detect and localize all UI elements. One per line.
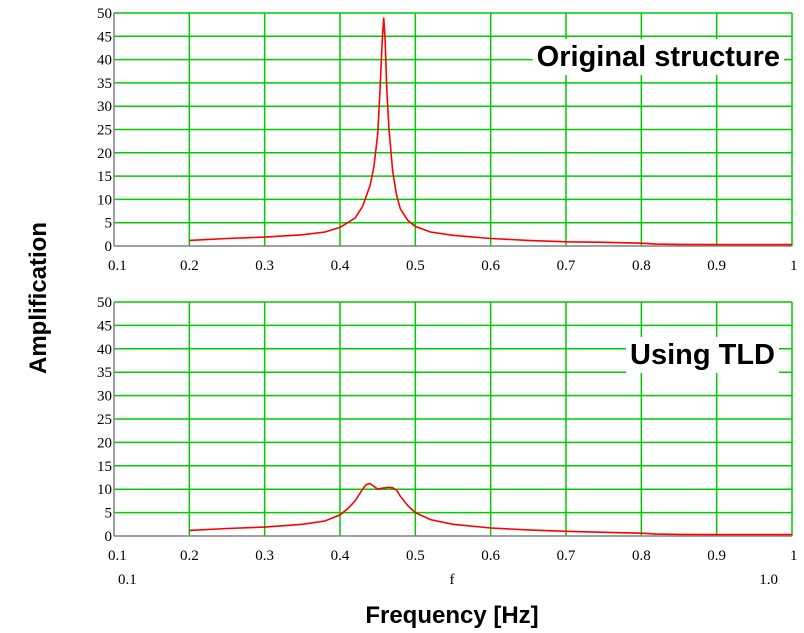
y-tick-label: 25 bbox=[97, 412, 112, 428]
data-line bbox=[189, 17, 792, 246]
x-tick-label: 0.8 bbox=[632, 548, 651, 564]
chart-panel-tld: 0 5 10 15 20 25 30 35 40 45 50 0.1 0.2 0.3 0.4 0.5 0.6 0.… bbox=[97, 295, 798, 564]
x-range-right-label: 1.0 bbox=[759, 572, 778, 588]
y-tick-label: 20 bbox=[97, 146, 112, 162]
x-tick-label: 0.1 bbox=[108, 258, 127, 274]
y-tick-label: 5 bbox=[105, 506, 113, 522]
y-axis-label: Amplification bbox=[25, 222, 52, 374]
y-tick-label: 5 bbox=[105, 216, 113, 232]
panel-label: Original structure bbox=[537, 41, 780, 73]
y-tick-label: 15 bbox=[97, 169, 112, 185]
y-tick-label: 45 bbox=[97, 29, 112, 45]
y-tick-label: 20 bbox=[97, 435, 112, 451]
x-tick-label: 0.3 bbox=[255, 258, 274, 274]
data-line bbox=[189, 482, 792, 536]
x-tick-label: 0.6 bbox=[481, 258, 500, 274]
y-tick-label: 30 bbox=[97, 99, 112, 115]
x-tick-label: 0.4 bbox=[331, 258, 350, 274]
chart-panel-original: 0 5 10 15 20 25 30 35 40 45 50 0.1 0.2 0.3 0.4 0.5 0.6 0.… bbox=[97, 6, 798, 274]
y-tick-label: 40 bbox=[97, 342, 112, 358]
y-tick-label: 10 bbox=[97, 482, 112, 498]
y-tick-label: 50 bbox=[97, 295, 112, 311]
x-tick-label: 0.8 bbox=[632, 258, 651, 274]
y-tick-label: 30 bbox=[97, 389, 112, 405]
y-tick-label: 0 bbox=[105, 529, 113, 545]
y-tick-label: 10 bbox=[97, 192, 112, 208]
x-axis-label: Frequency [Hz] bbox=[365, 602, 538, 629]
y-tick-label: 40 bbox=[97, 53, 112, 69]
x-range-left-label: 0.1 bbox=[118, 572, 137, 588]
panel-label: Using TLD bbox=[630, 339, 775, 371]
y-tick-label: 35 bbox=[97, 76, 112, 92]
x-tick-label: 0.9 bbox=[707, 548, 726, 564]
y-tick-label: 15 bbox=[97, 459, 112, 475]
x-tick-label: 0.1 bbox=[108, 548, 127, 564]
x-tick-label: 0.4 bbox=[331, 548, 350, 564]
y-tick-label: 35 bbox=[97, 365, 112, 381]
x-tick-label: 0.9 bbox=[707, 258, 726, 274]
x-variable-label: f bbox=[450, 572, 455, 588]
x-tick-label: 0.6 bbox=[481, 548, 500, 564]
x-tick-label: 0.5 bbox=[406, 548, 425, 564]
x-tick-label: 0.2 bbox=[180, 258, 199, 274]
x-tick-label: 1 bbox=[790, 258, 798, 274]
y-tick-label: 25 bbox=[97, 123, 112, 139]
x-tick-label: 0.7 bbox=[557, 258, 576, 274]
panel-label-bg bbox=[532, 39, 784, 75]
y-tick-label: 50 bbox=[97, 6, 112, 22]
x-tick-label: 0.3 bbox=[255, 548, 274, 564]
y-tick-label: 0 bbox=[105, 239, 113, 255]
y-tick-label: 45 bbox=[97, 318, 112, 334]
x-tick-label: 0.7 bbox=[557, 548, 576, 564]
panel-label-bg bbox=[626, 337, 779, 373]
x-tick-label: 0.5 bbox=[406, 258, 425, 274]
x-tick-label: 0.2 bbox=[180, 548, 199, 564]
x-tick-label: 1 bbox=[790, 548, 798, 564]
